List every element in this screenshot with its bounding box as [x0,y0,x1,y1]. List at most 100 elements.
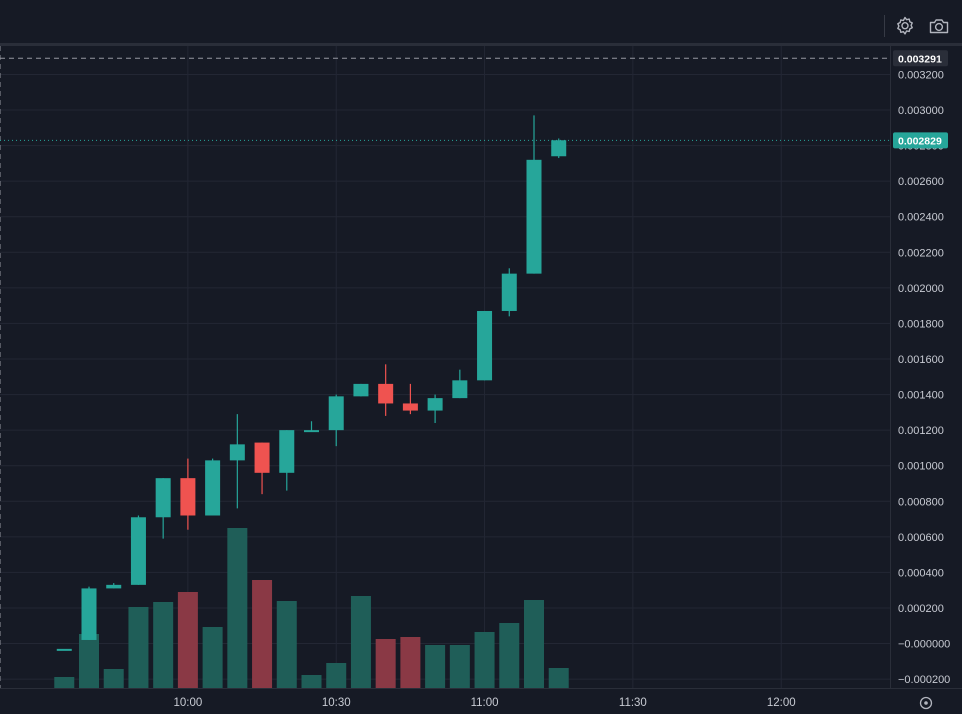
candle-down [180,458,196,530]
candle-up [427,394,443,424]
candle-up [279,430,295,491]
price-tags: 0.003291 0.002829 [893,50,948,149]
candle-body [526,159,542,274]
price-tick-label: 0.001600 [898,354,944,366]
candle-down [402,383,418,415]
candle-body [130,517,146,585]
gear-small-icon [919,696,933,710]
candle-up [229,414,245,509]
volume-bar [103,669,124,688]
candle-body [452,380,468,399]
candle-body [180,478,196,516]
price-tick-label: 0.000400 [898,567,944,579]
candle-up [205,458,221,516]
candle-up [501,268,517,317]
volume-bar [79,634,99,688]
candle-up [452,369,468,399]
candle-body [155,478,171,518]
volume-bar [301,675,322,688]
volume-bar [350,596,371,688]
volume-bar [128,607,149,688]
candle-up [477,310,493,381]
price-tick-label: 0.003000 [898,105,944,117]
screenshot-button[interactable] [927,14,951,38]
candle-body [106,584,122,589]
crosshair-price-tag [893,50,948,67]
price-tick-label: 0.002000 [898,283,944,295]
candle-body [501,273,517,311]
candle-body [254,442,270,473]
price-tick-label: 0.001200 [898,425,944,437]
price-tick-label: 0.002200 [898,247,944,259]
volume-bar [177,592,198,688]
gear-small-icon-center [924,701,928,705]
price-tick-label: 0.001400 [898,390,944,402]
candle-body [477,310,493,381]
time-tick-label: 11:00 [471,697,499,709]
volume-bar [252,580,273,688]
candle-body [353,383,369,397]
volume-bar [449,645,470,688]
candle-body [229,444,245,461]
price-tick-label: −0.000200 [898,674,950,686]
candle-up [551,138,567,159]
candle-body [402,403,418,411]
candle-up [56,648,72,651]
time-axis[interactable] [0,688,962,714]
candle-up [106,583,122,589]
price-axis[interactable] [890,46,962,688]
settings-button[interactable] [893,14,917,38]
axis-settings-button[interactable] [919,696,933,710]
candle-up [155,478,171,539]
volume-bars [54,528,569,688]
last-price-tag [893,132,948,149]
time-axis-background [0,688,890,714]
price-tick-label: 0.000200 [898,603,944,615]
price-tick-label: 0.000800 [898,496,944,508]
candle-down [254,442,270,495]
candle-up [328,394,344,447]
volume-bar [276,601,297,688]
volume-bar [375,639,396,688]
candle-up [526,115,542,274]
volume-bar [227,528,248,688]
candlesticks [56,115,567,651]
price-tick-label: 0.001000 [898,461,944,473]
chart-top-toolbar [0,0,962,46]
volume-bar [425,645,446,688]
candle-body [81,588,97,640]
price-axis-background [890,46,962,688]
volume-bar [326,663,347,688]
volume-bar [400,637,421,688]
candle-body [328,396,344,431]
volume-bar [54,677,75,688]
crosshair-price-text: 0.003291 [898,53,942,65]
price-tick-label: 0.002600 [898,176,944,188]
price-axis-labels: 0.0032000.0030000.0028000.0026000.002400… [898,69,950,686]
candle-body [378,383,394,404]
price-tick-label: 0.001800 [898,318,944,330]
price-tick-label: 0.002400 [898,212,944,224]
time-tick-label: 12:00 [767,697,796,709]
candle-body [56,648,72,651]
candle-body [279,430,295,473]
price-tick-label: 0.000600 [898,532,944,544]
candle-up [81,586,97,640]
volume-bar [499,623,520,688]
volume-bar [524,600,544,688]
candle-body [551,140,567,157]
volume-bar [153,602,174,688]
gear-icon [897,16,913,35]
time-axis-labels: 10:00 10:30 11:00 11:30 12:00 [173,697,795,709]
volume-bar [474,632,495,688]
last-price-text: 0.002829 [898,135,942,147]
candle-body [304,430,319,433]
price-tick-label: −0.000000 [898,639,950,651]
volume-bar [202,627,223,688]
candle-body [427,398,443,411]
chart-grid [0,46,890,688]
toolbar-divider [884,15,885,37]
time-tick-label: 10:00 [173,697,202,709]
time-tick-label: 11:30 [619,697,647,709]
